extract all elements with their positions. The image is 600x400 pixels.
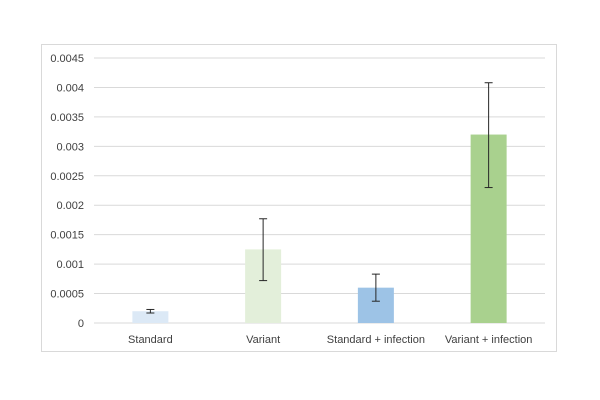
y-tick-label: 0.003 <box>56 141 84 153</box>
y-tick-label: 0.002 <box>56 200 84 212</box>
y-tick-label: 0.001 <box>56 259 84 271</box>
bar <box>132 311 169 323</box>
x-category-label: Standard + infection <box>327 334 425 346</box>
x-category-label: Variant <box>246 334 280 346</box>
y-tick-label: 0 <box>78 318 84 330</box>
y-tick-label: 0.0015 <box>50 230 84 242</box>
y-tick-label: 0.0025 <box>50 171 84 183</box>
y-tick-label: 0.0005 <box>50 289 84 301</box>
x-category-label: Standard <box>128 334 173 346</box>
y-tick-label: 0.0035 <box>50 112 84 124</box>
y-tick-label: 0.004 <box>56 82 84 94</box>
x-category-label: Variant + infection <box>445 334 533 346</box>
y-tick-label: 0.0045 <box>50 53 84 65</box>
